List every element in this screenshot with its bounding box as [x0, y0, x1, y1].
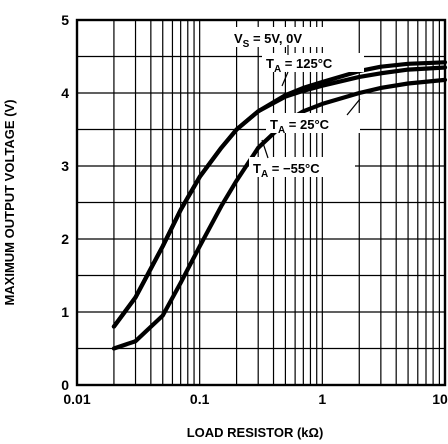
y-tick-label: 3 — [61, 158, 69, 174]
plot-frame — [75, 18, 447, 387]
annotation-125c-background — [262, 53, 364, 72]
series-line-3 — [111, 77, 448, 351]
grid — [77, 20, 445, 385]
series-group — [111, 60, 448, 351]
y-tick-label: 5 — [61, 12, 69, 28]
x-tick-label: 1 — [318, 391, 326, 407]
leader-minus55c — [261, 139, 269, 159]
leader-25c — [346, 98, 361, 116]
annotation-minus55c: TA = −55°C — [253, 161, 320, 180]
annotation-25c-background — [266, 113, 360, 133]
leader-125c — [281, 71, 289, 87]
annotations: VS = 5V, 0V TA = 125°C TA = 25°C TA = −55°C — [230, 27, 364, 180]
annotation-supply-background — [230, 27, 326, 47]
x-axis-label: LOAD RESISTOR (kΩ) — [187, 425, 324, 440]
series-line-2 — [111, 60, 448, 329]
y-tick-label: 4 — [61, 85, 69, 101]
y-axis-ticks: 0 1 2 3 4 5 — [61, 12, 69, 393]
y-tick-label: 2 — [61, 231, 69, 247]
x-tick-label: 10 — [432, 391, 448, 407]
x-axis-ticks: 0.01 0.1 1 10 — [63, 391, 448, 407]
annotation-minus55c-background — [249, 157, 355, 177]
y-tick-label: 1 — [61, 304, 69, 320]
y-tick-label: 0 — [61, 377, 69, 393]
annotation-supply: VS = 5V, 0V — [234, 31, 302, 50]
x-tick-label: 0.01 — [63, 391, 90, 407]
series-line-1 — [111, 65, 448, 329]
y-axis-label: MAXIMUM OUTPUT VOLTAGE (V) — [2, 99, 17, 305]
annotation-125c: TA = 125°C — [266, 56, 333, 75]
x-tick-label: 0.1 — [190, 391, 210, 407]
annotation-25c: TA = 25°C — [270, 117, 330, 136]
